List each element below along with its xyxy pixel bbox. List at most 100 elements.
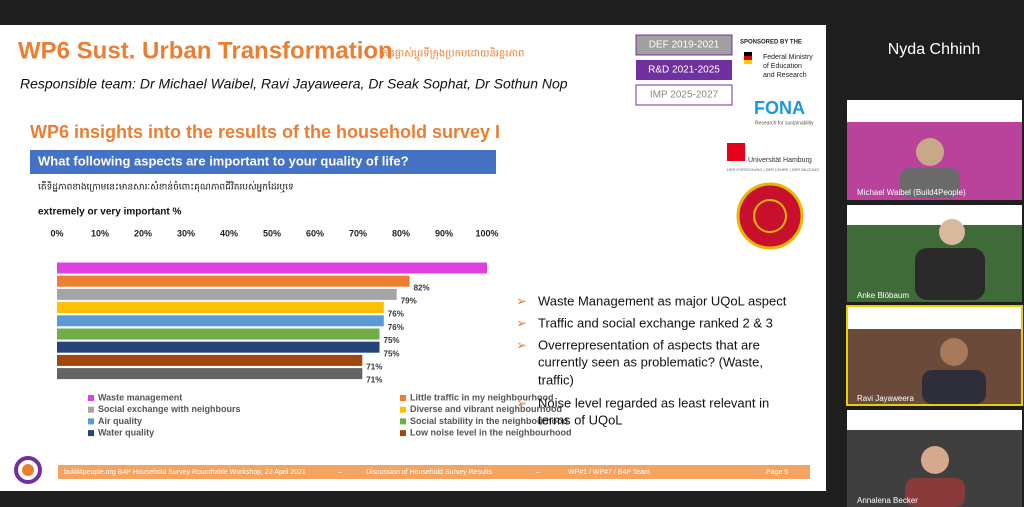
footer-sep: – [536,469,540,476]
emblem [736,182,804,250]
legend-swatch [88,430,94,437]
bullet: Traffic and social exchange ranked 2 & 3 [538,315,773,330]
legend-swatch [400,395,406,401]
flag [744,60,752,64]
slide-title-khmer: ការផ្លាស់ប្តូរទីក្រុងប្រកបដោយនិរន្តរភាព [382,47,524,62]
person [905,478,965,507]
tile-banner [848,307,1021,329]
flag [744,56,752,60]
value-label: 71% [366,376,382,385]
logo [14,456,42,484]
bullet: terms of UQoL [538,412,623,427]
legend-label: Air quality [98,416,142,426]
presenter-name: Nyda Chhinh [888,41,981,58]
bullet-marker: ➢ [516,337,527,352]
question-banner [30,150,496,174]
phase: R&D 2021-2025 [648,65,720,76]
uni-sub: DER FORSCHUNG | DER LEHRE | DER BILDUNG [727,167,819,172]
footer-sep: – [338,469,342,476]
person [922,370,986,404]
legend-swatch [400,418,406,425]
legend-swatch [88,418,94,425]
footer-team: WP#1 / WP#7 / B4P Team [568,469,650,476]
tile-name: Ravi Jayaweera [857,394,914,403]
legend-label: Social stability in the neighbourhood [410,416,568,426]
legend-swatch [88,406,94,413]
bullet-marker: ➢ [516,315,527,330]
value-label: 82% [414,283,430,292]
person [940,338,968,366]
slide-title: WP6 Sust. Urban Transformation [18,37,393,64]
emblem [753,199,787,233]
x-tick-label: 90% [435,228,453,238]
x-tick-label: 80% [392,228,410,238]
bullet: Waste Management as major UQoL aspect [538,293,787,308]
sponsor-label: SPONSORED BY THE [740,40,802,46]
uni-logo [727,143,745,161]
tile-banner [847,100,1022,122]
legend-swatch [400,430,406,437]
bar [57,288,397,300]
x-tick-label: 20% [134,228,152,238]
x-tick-label: 100% [475,228,498,238]
bar [57,275,410,287]
bar [57,302,384,314]
bar [57,315,384,327]
tile-name: Anke Blöbaum [857,291,909,300]
person [916,138,944,166]
legend-label: Water quality [98,427,154,437]
value-label: 76% [388,310,404,319]
fona: FONA [754,98,805,118]
bullet: Overrepresentation of aspects that are [538,337,760,352]
bar [57,354,363,366]
bullet: Noise level regarded as least relevant i… [538,395,769,410]
phase-box [635,34,733,56]
ministry: of Education [763,63,802,70]
person [900,168,960,198]
phase: IMP 2025-2027 [650,90,719,101]
footer-bar [58,465,810,479]
uni: Universität Hamburg [748,157,812,164]
measure: extremely or very important % [38,207,181,218]
value-label: 79% [401,297,417,306]
bullets: ➢ Waste Management as major UQoL aspect … [516,293,787,427]
bar [57,368,363,380]
footer: build4people.org B4P Household Survey Ro… [64,469,788,476]
x-tick-label: 30% [177,228,195,238]
person [939,219,965,245]
team: Responsible team: Dr Michael Waibel, Rav… [20,76,568,92]
legend-swatch [400,406,406,413]
value-label: 76% [388,323,404,332]
section-heading: WP6 insights into the results of the hou… [30,122,500,142]
value-label: 75% [384,336,400,345]
x-tick-label: 50% [263,228,281,238]
footer-page: Page 5 [766,469,788,476]
logo [22,464,34,476]
bullet: currently seen as problematic? (Waste, [538,354,763,369]
bar [57,328,380,340]
legend-label: Little traffic in my neighbourhood [410,392,554,402]
legend-swatch [88,395,94,401]
phase-box [635,84,733,106]
x-tick-label: 0% [50,228,63,238]
tile-name: Michael Waibel (Build4People) [857,188,966,197]
fona-sub: Research for sustainability [755,120,814,126]
bullet: traffic) [538,372,574,387]
x-tick-label: 10% [91,228,109,238]
tile-banner [847,410,1022,430]
bullet-marker: ➢ [516,293,527,308]
phase: DEF 2019-2021 [649,40,720,51]
person [915,248,985,300]
tile-banner [847,205,1022,225]
value-label: 71% [366,363,382,372]
x-tick-label: 70% [349,228,367,238]
bullet-marker: ➢ [516,395,527,410]
legend-label: Low noise level in the neighbourhood [410,427,572,437]
flag [744,52,752,56]
x-tick-label: 60% [306,228,324,238]
question-khmer: តើទិដ្ឋភាពខាងក្រោមនេះមានសារៈសំខាន់ចំពោះគ… [38,180,294,192]
legend-label: Diverse and vibrant neighbourhood [410,404,562,414]
tile-name: Annalena Becker [857,496,918,505]
question: What following aspects are important to … [38,153,409,168]
